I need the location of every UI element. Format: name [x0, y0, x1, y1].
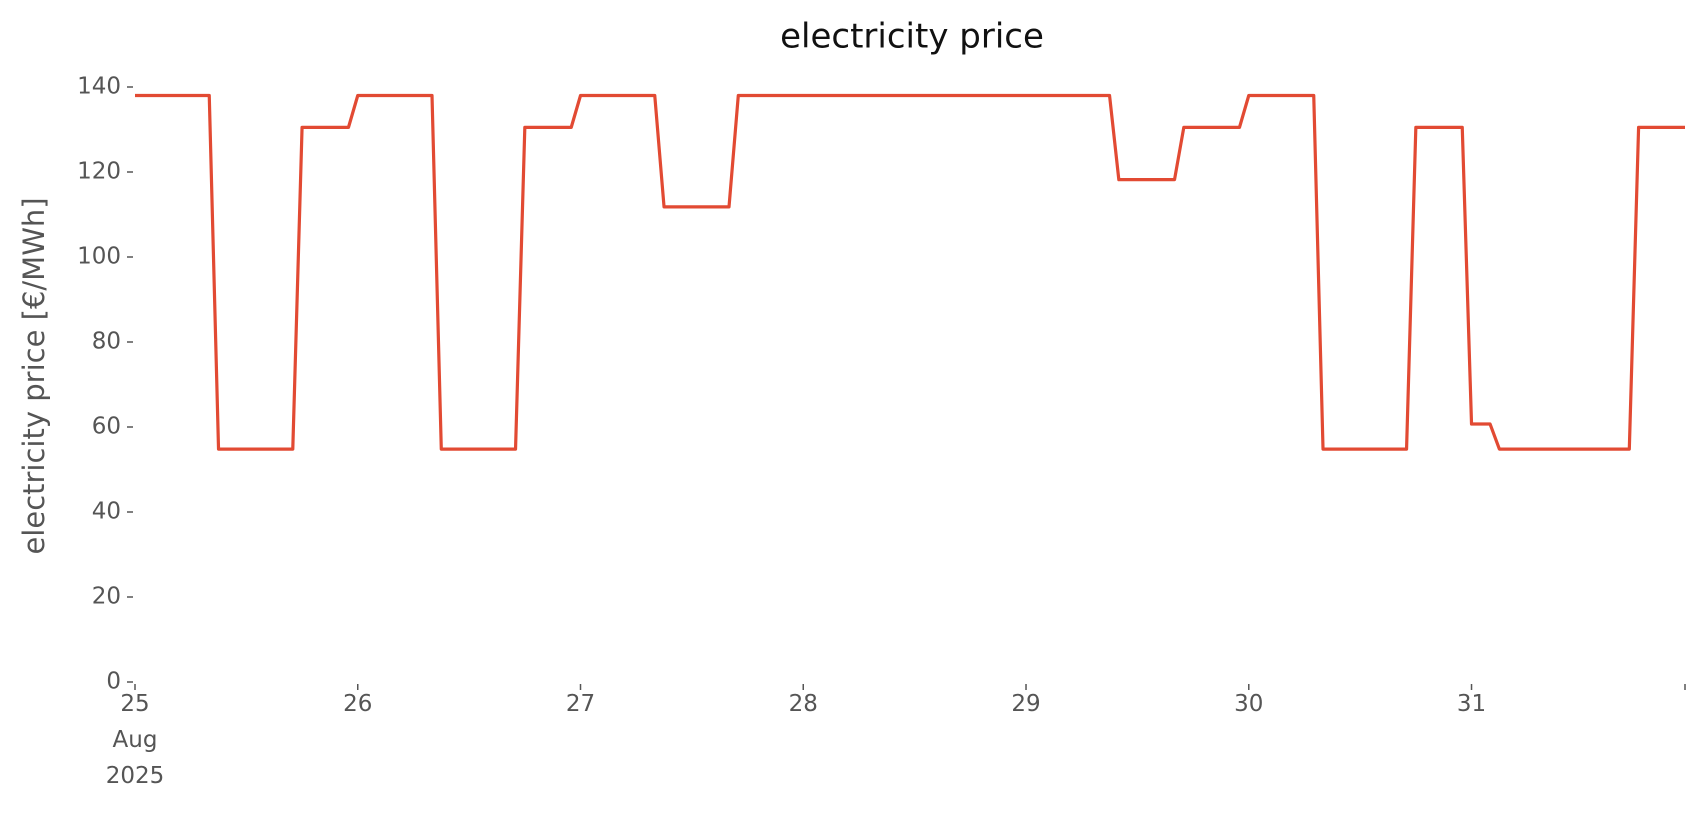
- x-tick-label: 29: [1011, 691, 1041, 717]
- y-tick-label: 60: [92, 414, 121, 440]
- y-tick-label: 140: [77, 74, 121, 100]
- y-tick-label: 0: [106, 669, 121, 695]
- chart-title: electricity price: [780, 17, 1044, 57]
- y-axis-label: electricity price [€/MWh]: [17, 197, 51, 554]
- x-tick-label: 26: [343, 691, 373, 717]
- x-tick-label: 31: [1456, 691, 1487, 717]
- y-tick-label: 100: [77, 244, 121, 270]
- y-tick-label: 20: [92, 584, 121, 610]
- x-tick-label: 27: [565, 691, 596, 717]
- line-series: [135, 93, 1685, 451]
- x-tick-label: 25 Aug 2025: [105, 691, 165, 789]
- x-tick-label: 30: [1234, 691, 1264, 717]
- y-tick-label: 120: [77, 159, 121, 185]
- y-tick-label: 80: [92, 329, 121, 355]
- y-tick-label: 40: [92, 499, 121, 525]
- x-tick-label: 28: [788, 691, 818, 717]
